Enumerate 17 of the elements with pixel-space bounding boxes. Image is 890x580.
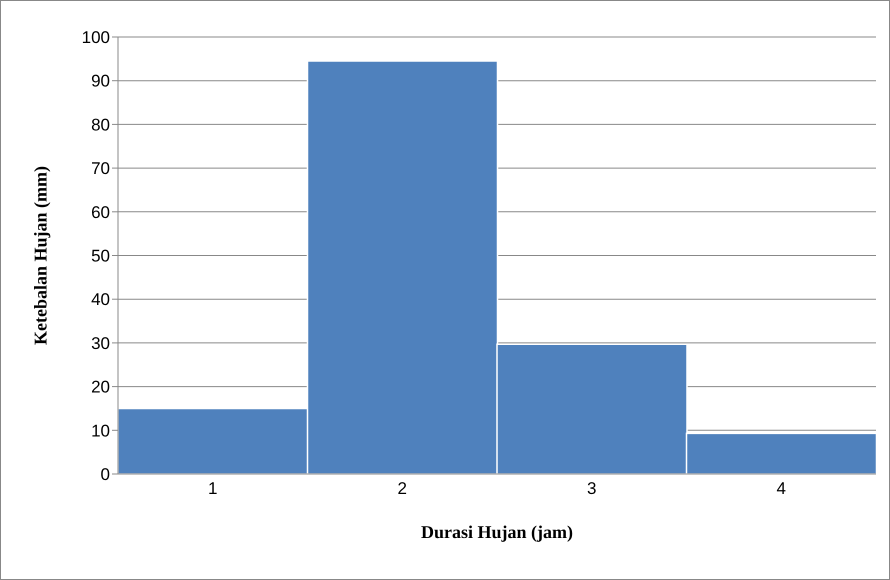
y-axis-title: Ketebalan Hujan (mm) <box>30 166 50 345</box>
x-axis-title: Durasi Hujan (jam) <box>421 522 574 542</box>
y-tick-label: 60 <box>91 202 110 222</box>
y-tick-label: 20 <box>91 378 110 397</box>
y-tick-label: 100 <box>82 28 110 48</box>
y-tick-label: 90 <box>91 72 110 91</box>
y-tick-label: 30 <box>91 334 110 353</box>
y-tick-label: 40 <box>91 290 110 310</box>
y-tick-label: 10 <box>91 421 110 440</box>
y-tick-label: 0 <box>100 465 110 484</box>
y-tick-label: 80 <box>91 115 110 134</box>
x-tick-label: 3 <box>587 479 596 498</box>
x-tick-label: 2 <box>398 479 407 498</box>
x-tick-label: 1 <box>208 479 218 498</box>
y-tick-label: 70 <box>91 159 110 178</box>
x-tick-label: 4 <box>776 479 786 498</box>
y-tick-label: 50 <box>91 246 110 266</box>
